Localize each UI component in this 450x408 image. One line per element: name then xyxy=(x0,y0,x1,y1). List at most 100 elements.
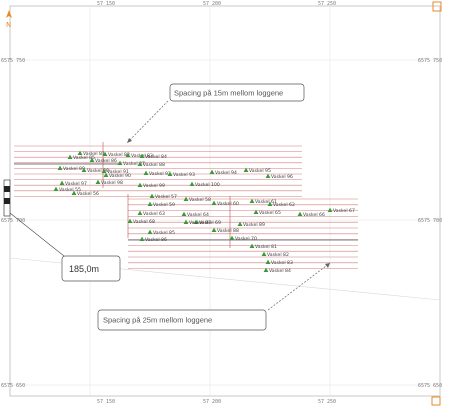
log-marker[interactable]: Vaskel 100 xyxy=(189,181,220,188)
log-marker[interactable]: Vaskel 99 xyxy=(137,182,165,189)
marker-triangle-icon xyxy=(139,153,145,158)
marker-label: Vaskel 85 xyxy=(153,230,175,236)
log-marker[interactable]: Vaskel 70 xyxy=(229,235,257,242)
marker-triangle-icon xyxy=(263,267,269,272)
log-marker[interactable]: Vaskel 83 xyxy=(265,259,293,266)
log-marker[interactable]: Vaskel 85 xyxy=(67,154,95,161)
log-marker[interactable]: Vaskel 92 xyxy=(143,170,171,177)
marker-label: Vaskel 91 xyxy=(107,169,129,175)
log-marker[interactable]: Vaskel 86 xyxy=(139,236,167,243)
log-marker[interactable]: Vaskel 82 xyxy=(102,151,130,158)
log-marker[interactable]: Vaskel 59 xyxy=(147,201,175,208)
north-letter: N xyxy=(6,21,11,29)
marker-label: Vaskel 55 xyxy=(59,187,81,193)
marker-label: Vaskel 82 xyxy=(108,152,130,158)
log-marker[interactable]: Vaskel 69 xyxy=(193,219,221,226)
log-marker[interactable]: Vaskel 60 xyxy=(211,200,239,207)
log-marker[interactable]: Vaskel 84 xyxy=(139,153,167,160)
north-arrow-shape xyxy=(6,10,12,18)
log-marker[interactable]: Vaskel 89 xyxy=(237,221,265,228)
log-marker[interactable]: Vaskel 98 xyxy=(95,179,123,186)
log-marker[interactable]: Vaskel 90 xyxy=(103,172,131,179)
marker-triangle-icon xyxy=(253,209,259,214)
log-marker[interactable]: Vaskel 55 xyxy=(53,186,81,193)
log-marker[interactable]: Vaskel 63 xyxy=(137,210,165,217)
marker-label: Vaskel 90 xyxy=(87,168,109,174)
marker-triangle-icon xyxy=(77,150,83,155)
log-marker[interactable]: Vaskel 66 xyxy=(297,211,325,218)
log-marker[interactable]: Vaskel 56 xyxy=(71,190,99,197)
marker-label: Vaskel 87 xyxy=(123,161,145,167)
log-marker[interactable]: Vaskel 86 xyxy=(89,157,117,164)
callout-spacing-25m: Spacing på 25m mellom loggene xyxy=(97,262,331,331)
marker-label: Vaskel 98 xyxy=(101,180,123,186)
marker-label: Vaskel 81 xyxy=(255,244,277,250)
marker-triangle-icon xyxy=(147,229,153,234)
callout-box xyxy=(169,83,305,102)
log-marker[interactable]: Vaskel 65 xyxy=(253,209,281,216)
marker-label: Vaskel 90 xyxy=(109,173,131,179)
marker-triangle-icon xyxy=(267,201,273,206)
coordinate-grid xyxy=(10,6,440,396)
marker-label: Vaskel 100 xyxy=(195,182,220,188)
marker-label: Vaskel 63 xyxy=(143,211,165,217)
marker-label: Vaskel 83 xyxy=(271,260,293,266)
log-marker[interactable]: Vaskel 68 xyxy=(127,218,155,225)
marker-label: Vaskel 82 xyxy=(267,252,289,258)
log-marker[interactable]: Vaskel 57 xyxy=(149,193,177,200)
marker-triangle-icon xyxy=(67,154,73,159)
log-marker[interactable]: Vaskel 88 xyxy=(137,161,165,168)
log-marker[interactable]: Vaskel 91 xyxy=(101,168,129,175)
log-marker[interactable]: Vaskel 58 xyxy=(183,196,211,203)
marker-triangle-icon xyxy=(211,227,217,232)
marker-triangle-icon xyxy=(237,221,243,226)
log-marker[interactable]: Vaskel 85 xyxy=(147,229,175,236)
callout-leader xyxy=(126,100,169,144)
marker-label: Vaskel 96 xyxy=(271,174,293,180)
marker-triangle-icon xyxy=(193,219,199,224)
log-marker[interactable]: Vaskel 94 xyxy=(209,169,237,176)
marker-label: Vaskel 84 xyxy=(269,268,291,274)
marker-label: Vaskel 61 xyxy=(255,199,277,205)
coordinate-tick-labels: 57 150 57 200 57 250 57 150 57 200 57 250 6575… xyxy=(1,1,442,405)
log-marker[interactable]: Vaskel 82 xyxy=(261,251,289,258)
log-marker[interactable]: Vaskel 87 xyxy=(183,219,211,226)
marker-triangle-icon xyxy=(167,171,173,176)
log-marker[interactable]: Vaskel 81 xyxy=(77,150,105,157)
marker-triangle-icon xyxy=(81,167,87,172)
log-marker[interactable]: Vaskel 90 xyxy=(81,167,109,174)
marker-label: Vaskel 62 xyxy=(273,202,295,208)
marker-triangle-icon xyxy=(89,157,95,162)
log-marker[interactable]: Vaskel 88 xyxy=(211,227,239,234)
marker-label: Vaskel 65 xyxy=(259,210,281,216)
marker-triangle-icon xyxy=(127,218,133,223)
marker-triangle-icon xyxy=(183,196,189,201)
marker-label: Vaskel 95 xyxy=(249,168,271,174)
log-marker[interactable]: Vaskel 67 xyxy=(327,207,355,214)
log-marker[interactable]: Vaskel 81 xyxy=(249,243,277,250)
marker-triangle-icon xyxy=(229,235,235,240)
log-marker[interactable]: Vaskel 89 xyxy=(57,165,85,172)
marker-triangle-icon xyxy=(261,251,267,256)
distance-measurement: 185,0m xyxy=(3,179,121,282)
marker-triangle-icon xyxy=(327,207,333,212)
log-marker[interactable]: Vaskel 97 xyxy=(59,180,87,187)
log-marker[interactable]: Vaskel 61 xyxy=(249,198,277,205)
log-marker[interactable]: Vaskel 95 xyxy=(243,167,271,174)
log-marker[interactable]: Vaskel 87 xyxy=(117,160,145,167)
log-marker[interactable]: Vaskel 93 xyxy=(167,171,195,178)
marker-label: Vaskel 70 xyxy=(235,236,257,242)
log-marker[interactable]: Vaskel 64 xyxy=(181,211,209,218)
measurement-box xyxy=(61,255,121,282)
log-marker[interactable]: Vaskel 62 xyxy=(267,201,295,208)
log-marker[interactable]: Vaskel 84 xyxy=(263,267,291,274)
log-marker[interactable]: Vaskel 96 xyxy=(265,173,293,180)
marker-label: Vaskel 81 xyxy=(83,151,105,157)
tick-label-bottom: 57 200 xyxy=(203,399,221,405)
marker-label: Vaskel 89 xyxy=(243,222,265,228)
map-frame xyxy=(9,5,441,397)
marker-triangle-icon xyxy=(125,152,131,157)
